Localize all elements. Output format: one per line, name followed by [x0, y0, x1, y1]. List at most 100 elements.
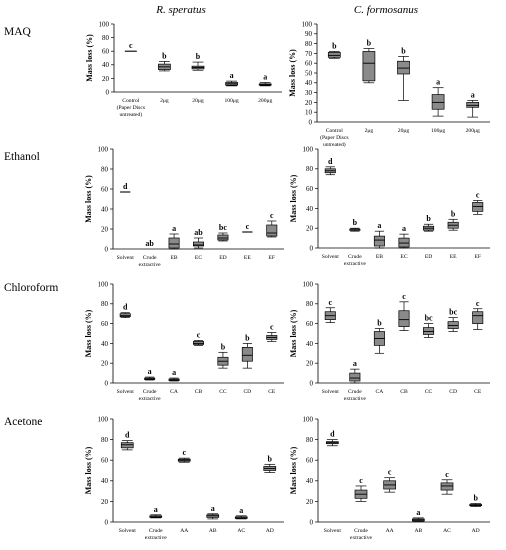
- box-iqr: [168, 237, 180, 249]
- y-tick-label: 80: [102, 34, 110, 42]
- significance-letter: c: [129, 41, 133, 50]
- x-category-label: untreated): [323, 141, 346, 148]
- x-category-label: ED: [219, 255, 226, 261]
- x-category-label: AC: [443, 528, 451, 534]
- y-tick-label: 0: [310, 379, 314, 387]
- x-category-label: 2μg: [160, 98, 169, 104]
- x-category-label: EB: [170, 255, 177, 261]
- x-category-label: Solvent: [322, 389, 340, 395]
- significance-letter: c: [270, 323, 274, 332]
- significance-letter: a: [471, 90, 475, 99]
- chart-panel: 0 20 40 60 80 100 Mass loss (%) Control(Paper D…: [85, 20, 282, 118]
- x-category-label: CB: [195, 389, 203, 395]
- column-title-r-speratus: R. speratus: [155, 4, 206, 16]
- significance-letter: d: [123, 303, 128, 312]
- x-category-label: Crude: [348, 254, 362, 260]
- row-label-chloroform: Chloroform: [4, 282, 58, 294]
- y-tick-label: 100: [303, 280, 314, 288]
- x-category-label: CE: [268, 389, 276, 395]
- box-iqr: [217, 234, 229, 241]
- y-tick-label: 100: [303, 415, 314, 423]
- x-category-label: Crude: [143, 389, 157, 395]
- box-iqr: [241, 347, 253, 362]
- y-tick-label: 80: [306, 436, 314, 444]
- y-axis-label: Mass loss (%): [84, 309, 93, 357]
- y-tick-label: 40: [305, 79, 313, 87]
- y-tick-label: 80: [101, 165, 109, 173]
- x-category-label: AA: [386, 528, 394, 534]
- y-tick-label: 30: [305, 89, 313, 97]
- y-tick-label: 0: [310, 244, 314, 252]
- significance-letter: b: [377, 319, 382, 328]
- x-category-label: AA: [180, 528, 188, 534]
- x-category-label: CB: [400, 389, 408, 395]
- significance-letter: b: [353, 218, 358, 227]
- y-axis-label: Mass loss (%): [289, 446, 298, 494]
- y-tick-label: 70: [305, 50, 313, 58]
- row-label-acetone: Acetone: [4, 416, 42, 428]
- box-iqr: [193, 241, 204, 247]
- y-tick-label: 20: [306, 360, 314, 368]
- y-tick-label: 20: [101, 225, 109, 233]
- significance-letter: d: [125, 431, 130, 440]
- x-category-label: extractive: [344, 396, 367, 402]
- y-tick-label: 0: [106, 88, 110, 96]
- x-category-label: CD: [243, 389, 251, 395]
- significance-letter: d: [330, 430, 335, 439]
- y-tick-label: 40: [101, 477, 109, 485]
- x-category-label: CA: [376, 389, 384, 395]
- x-category-label: Crude: [149, 528, 163, 534]
- significance-letter: a: [239, 506, 243, 515]
- box-iqr: [398, 237, 410, 248]
- x-category-label: Crude: [348, 389, 362, 395]
- y-tick-label: 60: [305, 60, 313, 68]
- significance-letter: c: [388, 468, 392, 477]
- column-title-c-formosanus: C. formosanus: [354, 4, 418, 16]
- y-tick-label: 20: [101, 498, 109, 506]
- box-iqr: [466, 102, 480, 108]
- x-category-label: 100μg: [431, 128, 445, 134]
- significance-letter: b: [268, 454, 273, 463]
- x-category-label: Solvent: [117, 255, 135, 261]
- significance-letter: c: [182, 448, 186, 457]
- box-iqr: [349, 372, 361, 382]
- y-tick-label: 100: [98, 415, 109, 423]
- y-tick-label: 0: [105, 379, 109, 387]
- y-tick-label: 90: [305, 30, 313, 38]
- significance-letter: a: [377, 221, 381, 230]
- box-iqr: [431, 94, 445, 110]
- y-tick-label: 100: [99, 20, 110, 28]
- significance-letter: b: [451, 209, 456, 218]
- y-axis-label: Mass loss (%): [85, 34, 94, 82]
- box-iqr: [120, 442, 134, 449]
- y-tick-label: 60: [306, 457, 314, 465]
- x-category-label: Crude: [354, 528, 368, 534]
- y-tick-label: 80: [306, 165, 314, 173]
- x-category-label: CD: [449, 389, 457, 395]
- significance-letter: d: [123, 182, 128, 191]
- box-iqr: [373, 235, 385, 247]
- significance-letter: b: [196, 52, 201, 61]
- y-tick-label: 0: [105, 245, 109, 253]
- x-category-label: EE: [450, 254, 457, 260]
- y-tick-label: 80: [101, 300, 109, 308]
- significance-letter: c: [476, 299, 480, 308]
- chart-panel: 0 20 40 60 80 100 Mass loss (%) Solvent Crudeext…: [289, 415, 490, 541]
- y-tick-label: 0: [310, 518, 314, 526]
- y-tick-label: 0: [105, 518, 109, 526]
- box-iqr: [327, 52, 341, 58]
- significance-letter: bc: [449, 308, 457, 317]
- x-category-label: CE: [474, 389, 482, 395]
- x-category-label: AB: [209, 528, 217, 534]
- significance-letter: a: [353, 359, 357, 368]
- y-tick-label: 100: [303, 145, 314, 153]
- significance-letter: b: [367, 39, 372, 48]
- box-iqr: [423, 327, 435, 335]
- significance-letter: b: [245, 333, 250, 342]
- x-category-label: extractive: [139, 262, 162, 268]
- significance-letter: c: [476, 190, 480, 199]
- y-tick-label: 80: [306, 300, 314, 308]
- significance-letter: a: [436, 78, 440, 87]
